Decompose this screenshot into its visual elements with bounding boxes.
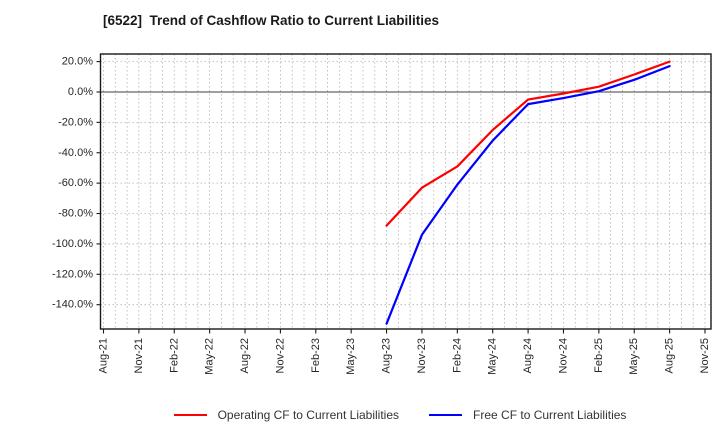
operating-cf-line [385, 60, 671, 227]
plot-background [100, 54, 711, 329]
x-tick-label: Feb-23 [310, 338, 322, 373]
x-tick-label: May-22 [204, 338, 216, 375]
y-tick-label: 20.0% [62, 56, 93, 68]
legend-item-free-cf: Free CF to Current Liabilities [429, 408, 626, 422]
x-tick-label: Nov-23 [416, 338, 428, 373]
operating-cf-legend-swatch [173, 414, 207, 416]
free-cf-legend-label: Free CF to Current Liabilities [473, 408, 627, 422]
free-cf-line [385, 65, 671, 325]
y-tick-label: -20.0% [58, 116, 93, 128]
x-tick-label: May-24 [487, 338, 499, 375]
y-tick-label: -120.0% [52, 268, 93, 280]
x-tick-label: May-23 [345, 338, 357, 375]
x-tick-label: Feb-25 [593, 338, 605, 373]
x-tick-label: Nov-25 [699, 338, 711, 373]
x-tick-label: Aug-24 [522, 338, 534, 373]
x-tick-label: Aug-22 [239, 338, 251, 373]
x-tick-label: Feb-22 [168, 338, 180, 373]
x-tick-label: Aug-25 [664, 338, 676, 373]
x-tick-label: Aug-23 [381, 338, 393, 373]
y-tick-label: -60.0% [58, 177, 93, 189]
x-tick-label: Nov-22 [274, 338, 286, 373]
operating-cf-legend-label: Operating CF to Current Liabilities [217, 408, 400, 422]
y-tick-label: 0.0% [68, 86, 93, 98]
x-tick-label: Aug-21 [98, 338, 110, 373]
x-tick-label: May-25 [628, 338, 640, 375]
legend-item-operating-cf: Operating CF to Current Liabilities [173, 408, 400, 422]
y-tick-label: -80.0% [58, 208, 93, 220]
y-tick-label: -100.0% [52, 238, 93, 250]
plot-frame [99, 53, 712, 330]
free-cf-legend-swatch [429, 414, 463, 416]
y-tick-label: -40.0% [58, 147, 93, 159]
chart-title: [6522] Trend of Cashflow Ratio to Curren… [103, 13, 440, 28]
legend: Operating CF to Current Liabilities Free… [80, 404, 720, 426]
x-tick-label: Nov-24 [557, 338, 569, 373]
x-tick-label: Nov-21 [133, 338, 145, 373]
x-tick-label: Feb-24 [451, 338, 463, 373]
y-tick-label: -140.0% [52, 299, 93, 311]
